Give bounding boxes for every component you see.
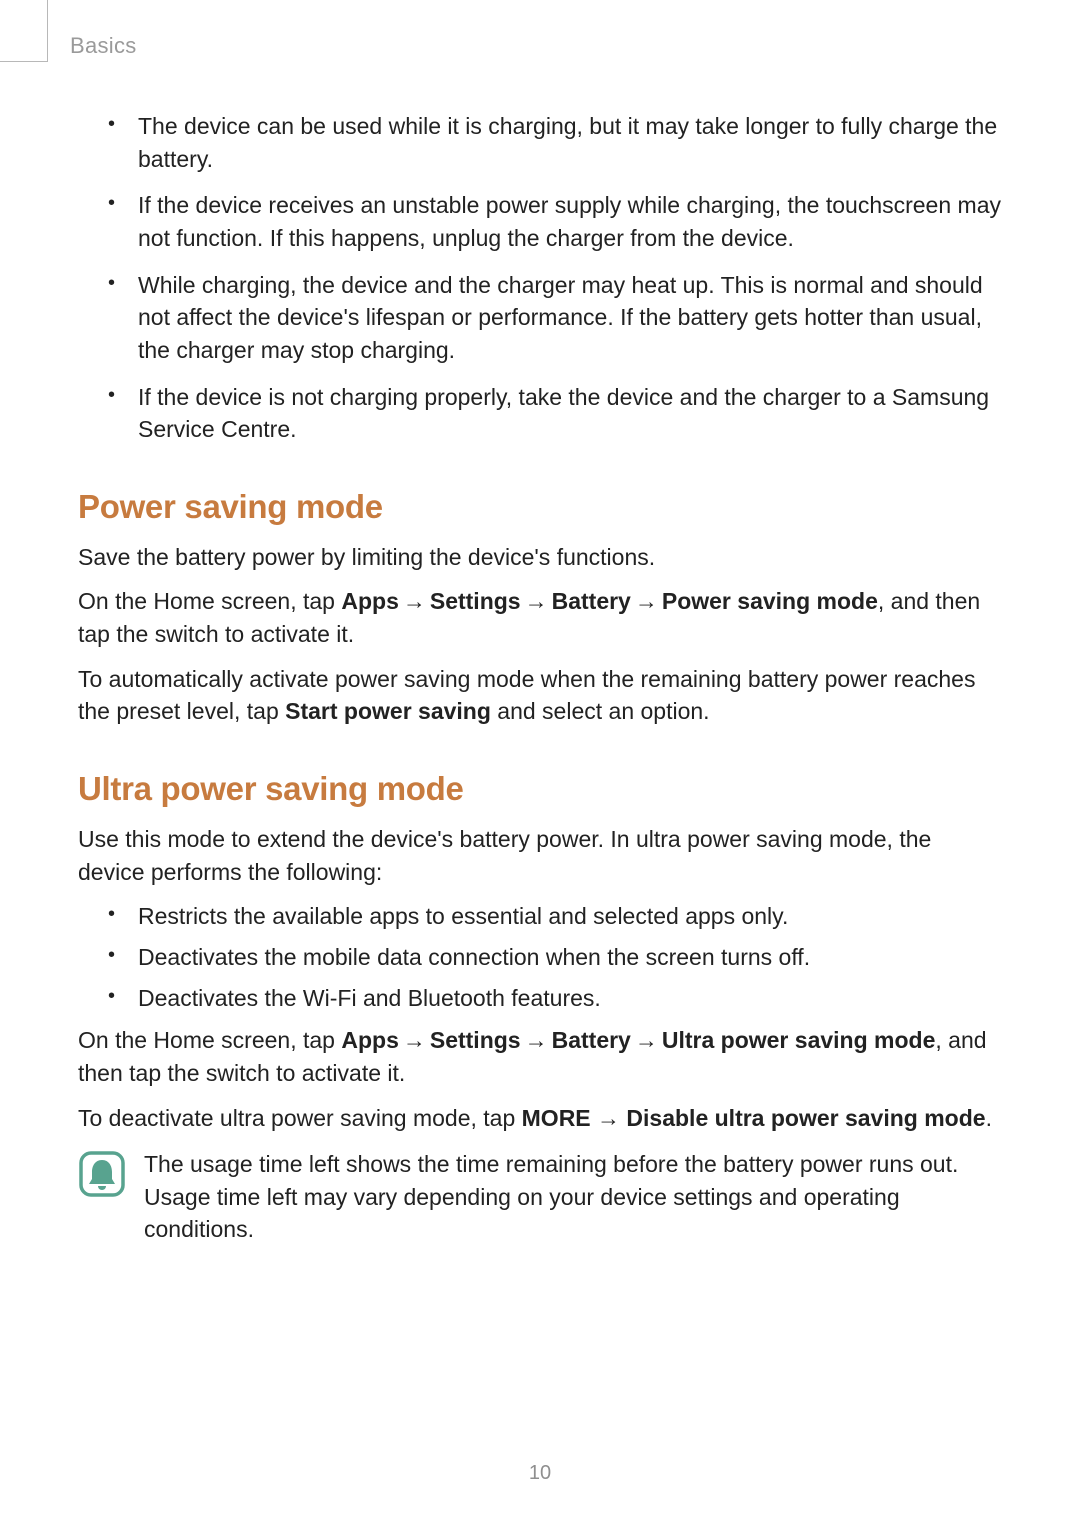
header-section-label: Basics: [70, 30, 137, 61]
bold-label: MORE: [522, 1105, 591, 1131]
arrow-icon: →: [399, 1027, 430, 1053]
bold-label: Disable ultra power saving mode: [626, 1105, 985, 1131]
ultra-deactivate: To deactivate ultra power saving mode, t…: [78, 1102, 1002, 1135]
heading-power-saving: Power saving mode: [78, 484, 1002, 531]
path-step: Battery: [552, 588, 631, 614]
bell-note-icon: [78, 1150, 126, 1207]
power-saving-path: On the Home screen, tap Apps→Settings→Ba…: [78, 585, 1002, 650]
note-block: The usage time left shows the time remai…: [78, 1148, 1002, 1246]
list-item: Deactivates the Wi-Fi and Bluetooth feat…: [108, 982, 1002, 1015]
path-step: Battery: [552, 1027, 631, 1053]
power-saving-intro: Save the battery power by limiting the d…: [78, 541, 1002, 574]
arrow-icon: →: [399, 588, 430, 614]
arrow-icon: →: [631, 1027, 662, 1053]
path-step: Ultra power saving mode: [662, 1027, 936, 1053]
power-saving-auto: To automatically activate power saving m…: [78, 663, 1002, 728]
list-item: While charging, the device and the charg…: [108, 269, 1002, 367]
arrow-icon: →: [591, 1105, 627, 1131]
text-prefix: On the Home screen, tap: [78, 1027, 341, 1053]
charging-notes-list: The device can be used while it is charg…: [78, 110, 1002, 446]
path-step: Power saving mode: [662, 588, 878, 614]
arrow-icon: →: [521, 588, 552, 614]
header-rule: [0, 0, 48, 62]
bold-label: Start power saving: [285, 698, 491, 724]
path-step: Apps: [341, 1027, 399, 1053]
list-item: Deactivates the mobile data connection w…: [108, 941, 1002, 974]
arrow-icon: →: [521, 1027, 552, 1053]
text-suffix: and select an option.: [491, 698, 710, 724]
path-step: Settings: [430, 588, 521, 614]
note-text: The usage time left shows the time remai…: [144, 1148, 1002, 1246]
text-prefix: To deactivate ultra power saving mode, t…: [78, 1105, 522, 1131]
heading-ultra-power-saving: Ultra power saving mode: [78, 766, 1002, 813]
page-number: 10: [0, 1459, 1080, 1487]
list-item: If the device is not charging properly, …: [108, 381, 1002, 446]
arrow-icon: →: [631, 588, 662, 614]
ultra-path: On the Home screen, tap Apps→Settings→Ba…: [78, 1024, 1002, 1089]
ultra-intro: Use this mode to extend the device's bat…: [78, 823, 1002, 888]
path-step: Settings: [430, 1027, 521, 1053]
text-prefix: On the Home screen, tap: [78, 588, 341, 614]
list-item: The device can be used while it is charg…: [108, 110, 1002, 175]
list-item: If the device receives an unstable power…: [108, 189, 1002, 254]
text-suffix: .: [986, 1105, 992, 1131]
ultra-bullets: Restricts the available apps to essentia…: [78, 900, 1002, 1014]
list-item: Restricts the available apps to essentia…: [108, 900, 1002, 933]
path-step: Apps: [341, 588, 399, 614]
manual-page: Basics The device can be used while it i…: [0, 0, 1080, 1527]
page-content: The device can be used while it is charg…: [78, 110, 1002, 1246]
